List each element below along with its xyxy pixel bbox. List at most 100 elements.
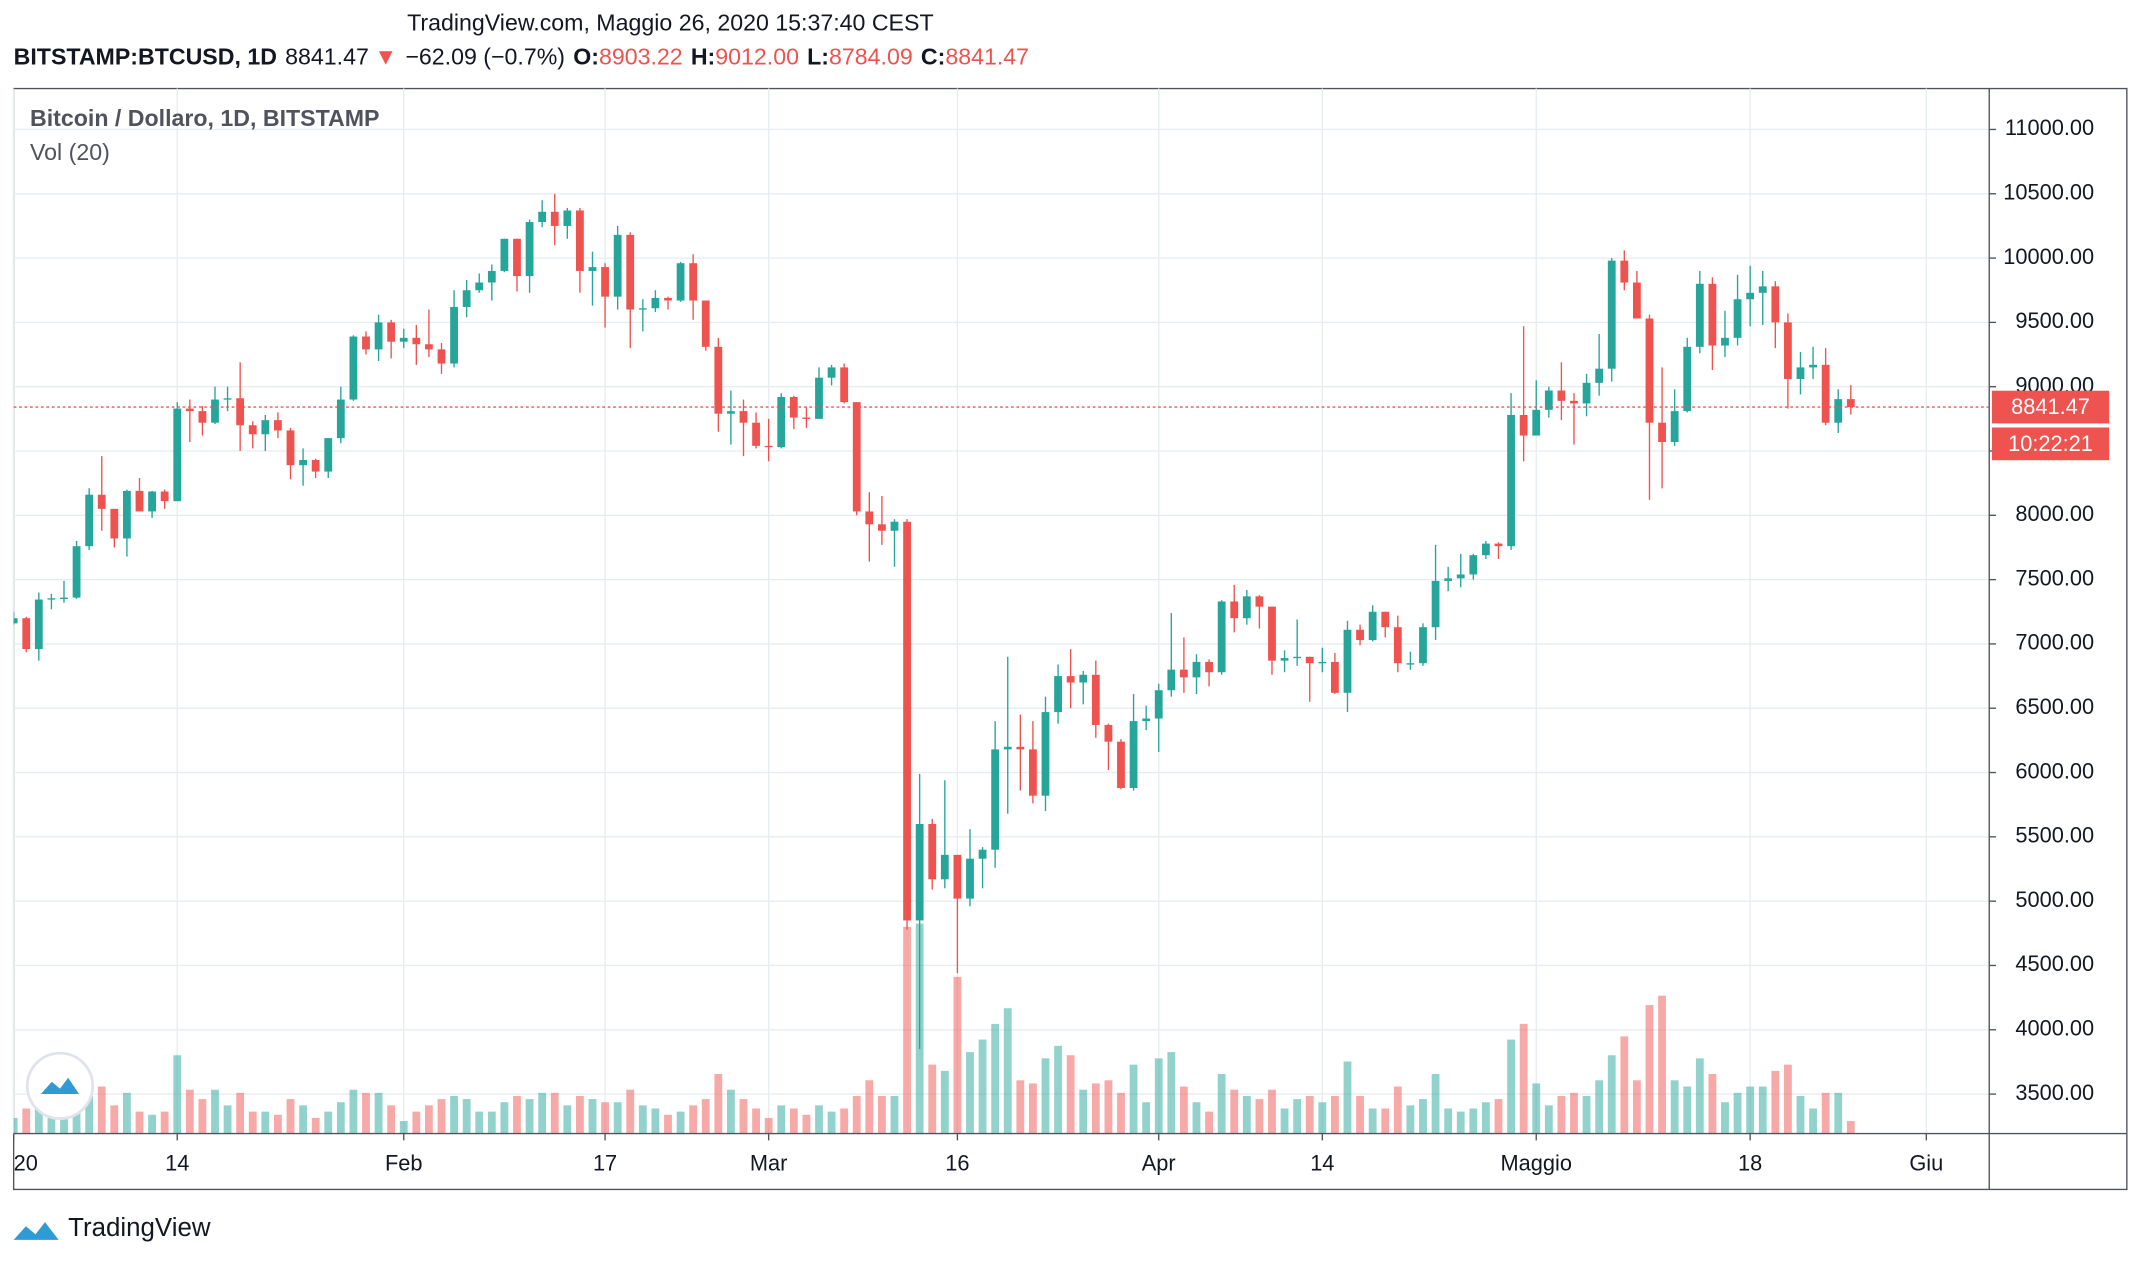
brand-icon (13, 1222, 59, 1240)
candle-body (1519, 414, 1528, 436)
candle-body (1129, 721, 1138, 788)
legend-vol: Vol (20) (30, 139, 110, 165)
volume-bar (211, 1089, 219, 1134)
volume-bar (1658, 995, 1666, 1134)
h-value: 9012.00 (715, 44, 799, 70)
volume-bar (450, 1095, 458, 1134)
candle-body (374, 322, 383, 350)
candle-body (1305, 656, 1314, 664)
volume-bar (689, 1105, 698, 1134)
y-tick-label: 7000.00 (2015, 630, 2094, 655)
candle-body (966, 858, 974, 899)
volume-bar (1507, 1039, 1515, 1134)
volume-bar (638, 1105, 647, 1134)
x-tick-label: Giu (1909, 1151, 1943, 1176)
volume-bar (1557, 1095, 1566, 1134)
volume-bar (399, 1121, 408, 1134)
countdown-tag (1991, 427, 2110, 461)
volume-bar (1758, 1086, 1767, 1134)
volume-bar (1570, 1092, 1578, 1134)
volume-bar (1205, 1111, 1213, 1134)
l-value: 8784.09 (829, 44, 913, 70)
y-tick-label: 4000.00 (2015, 1016, 2094, 1041)
candle-body (349, 336, 358, 400)
volume-bar (223, 1105, 232, 1134)
candle-body (1670, 411, 1679, 442)
y-tick-label: 4500.00 (2015, 951, 2094, 976)
volume-bar (148, 1114, 156, 1134)
candle-body (513, 238, 521, 277)
volume-bar (1771, 1070, 1780, 1134)
y-tick-label: 10500.00 (2003, 180, 2094, 205)
price-tag (1991, 390, 2110, 424)
candle-body (664, 297, 672, 301)
logo-button[interactable] (25, 1051, 95, 1120)
volume-bar (487, 1111, 496, 1134)
candle-body (85, 494, 94, 547)
candle-body (1683, 346, 1692, 412)
candle-body (940, 854, 949, 880)
volume-bar (802, 1114, 811, 1134)
volume-bar (1230, 1089, 1239, 1134)
volume-bar (1544, 1105, 1553, 1134)
volume-bar (500, 1102, 509, 1134)
o-label: O: (573, 44, 599, 70)
candle-body (802, 417, 811, 419)
volume-bar (664, 1114, 672, 1134)
candle-body (1318, 661, 1327, 664)
volume-bar (173, 1055, 182, 1134)
candle-body (865, 511, 874, 525)
y-tick-label: 11000.00 (2005, 115, 2094, 140)
x-tick-label: 14 (165, 1151, 189, 1176)
volume-bar (1582, 1095, 1591, 1134)
volume-bar (1104, 1080, 1113, 1134)
volume-bar (1746, 1086, 1755, 1134)
candle-body (1406, 663, 1415, 665)
candle-body (1230, 601, 1239, 619)
volume-bar (752, 1108, 760, 1134)
volume-bar (160, 1111, 169, 1134)
volume-bar (777, 1105, 786, 1134)
candle-body (1393, 627, 1402, 664)
candle-body (689, 263, 698, 301)
candle-body (563, 210, 572, 226)
candle-body (362, 336, 370, 350)
candle-body (223, 398, 232, 400)
candle-body (274, 420, 282, 431)
volume-bar (387, 1105, 396, 1134)
candle-body (764, 445, 773, 448)
volume-bar (576, 1095, 584, 1134)
volume-bar (1091, 1083, 1100, 1134)
volume-bar (764, 1117, 773, 1134)
logo-icon (40, 1077, 80, 1095)
volume-bar (1721, 1102, 1729, 1134)
candle-body (148, 491, 156, 512)
candle-body (286, 430, 295, 466)
volume-bar (513, 1095, 521, 1134)
volume-bar (299, 1105, 307, 1134)
volume-bar (601, 1102, 609, 1134)
volume-bar (1695, 1058, 1704, 1134)
volume-bar (1054, 1045, 1062, 1134)
volume-bar (1117, 1092, 1125, 1134)
candle-body (852, 402, 861, 512)
candle-body (1708, 283, 1717, 346)
candle-body (1570, 400, 1578, 404)
volume-bar (1683, 1086, 1692, 1134)
volume-bar (827, 1111, 836, 1134)
logo-circle[interactable] (25, 1051, 95, 1120)
volume-bar (97, 1086, 106, 1134)
volume-bar (1821, 1092, 1830, 1134)
volume-bar (739, 1099, 748, 1134)
candle-body (1809, 364, 1817, 368)
candle-body (1180, 669, 1188, 678)
y-tick-label: 9500.00 (2015, 308, 2094, 333)
candle-body (815, 377, 823, 419)
volume-bar (840, 1108, 849, 1134)
volume-bar (1280, 1108, 1289, 1134)
candle-body (1456, 574, 1465, 579)
candle-body (110, 508, 119, 539)
candle-body (576, 210, 584, 271)
candle-body (1771, 286, 1780, 323)
